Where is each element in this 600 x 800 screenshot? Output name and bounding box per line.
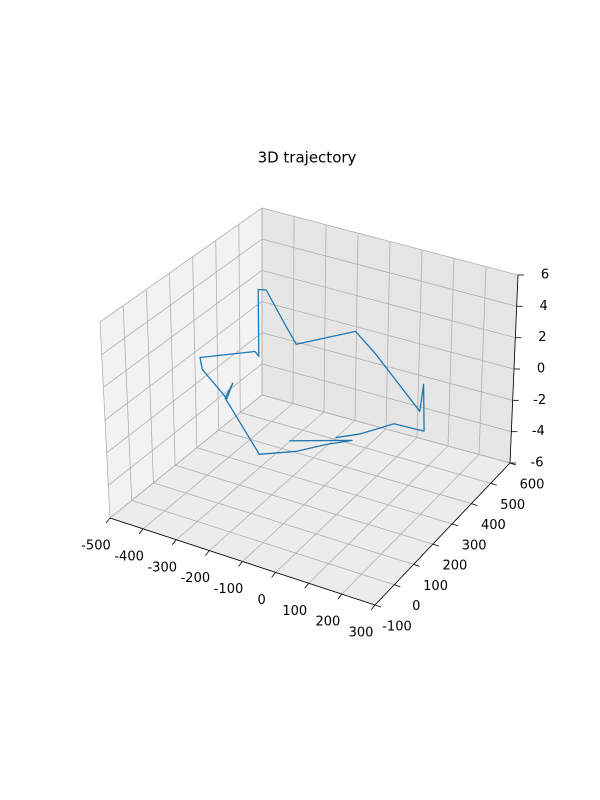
grid-line [101,238,263,355]
grid-line [196,447,453,525]
z-tick-label: -6 [531,456,544,471]
z-tick-label: 6 [541,268,549,283]
x-tick-label: -500 [81,539,111,554]
chart-title: 3D trajectory [258,149,357,167]
tick-mark [105,517,111,524]
x-tick-label: -400 [114,549,144,564]
grid-line [261,207,519,276]
x-tick-label: 100 [282,604,307,619]
tick-mark [394,584,401,588]
grid-line [175,411,325,541]
grid-line [175,464,433,545]
tick-mark [452,523,459,527]
y-tick-label: -100 [382,620,412,635]
tick-mark [238,561,243,567]
grid-line [261,301,515,370]
tick-mark [490,482,497,486]
grid-line [142,403,294,530]
z-axis-line [509,274,519,464]
grid-line [275,437,418,573]
grid-line [261,332,513,401]
tick-mark [138,528,144,535]
grid-line [261,238,517,307]
grid-line [242,428,387,562]
grid-line [341,454,480,595]
grid-line [131,500,395,586]
x-axis-line [109,517,376,606]
grid-line [109,394,263,519]
grid-line [153,482,414,565]
grid-line [103,270,263,388]
x-tick-label: -100 [214,582,244,597]
tick-mark [471,503,478,506]
y-tick-label: 100 [423,579,448,594]
grid-line [308,445,449,584]
y-tick-label: 400 [481,518,506,533]
grid-line [240,412,491,484]
x-tick-label: 300 [349,626,374,641]
z-tick-label: 2 [538,330,546,345]
grid-line [209,420,356,551]
z-tick-label: 4 [540,299,548,314]
z-tick-label: -4 [532,424,545,439]
grid-line [108,363,263,486]
grid-line [104,301,263,421]
grid-line [99,207,263,323]
y-axis-line [374,462,511,606]
tick-mark [413,564,420,567]
tick-mark [370,604,376,611]
tick-mark [271,572,276,578]
tick-mark [432,543,439,547]
z-tick-label: -2 [533,393,546,408]
grid-line [261,269,516,339]
x-tick-label: -200 [181,571,211,586]
x-tick-label: -300 [147,560,177,575]
tick-mark [374,604,382,608]
y-tick-label: 600 [520,478,545,493]
z-tick-label: 0 [537,362,545,377]
tick-mark [304,583,310,589]
grid-line [261,394,511,464]
y-tick-label: 0 [412,599,420,614]
tick-mark [337,593,343,600]
x-tick-label: 0 [257,593,265,608]
y-tick-label: 200 [442,559,467,574]
grid-line [261,363,512,433]
y-tick-label: 500 [500,498,525,513]
grid-line [106,332,263,453]
y-tick-label: 300 [462,538,487,553]
trajectory-line [199,288,425,455]
x-tick-label: 200 [315,615,340,630]
floor-pane [110,395,510,605]
tick-mark [205,550,210,556]
tick-mark [171,539,177,545]
grid-line [218,429,472,504]
